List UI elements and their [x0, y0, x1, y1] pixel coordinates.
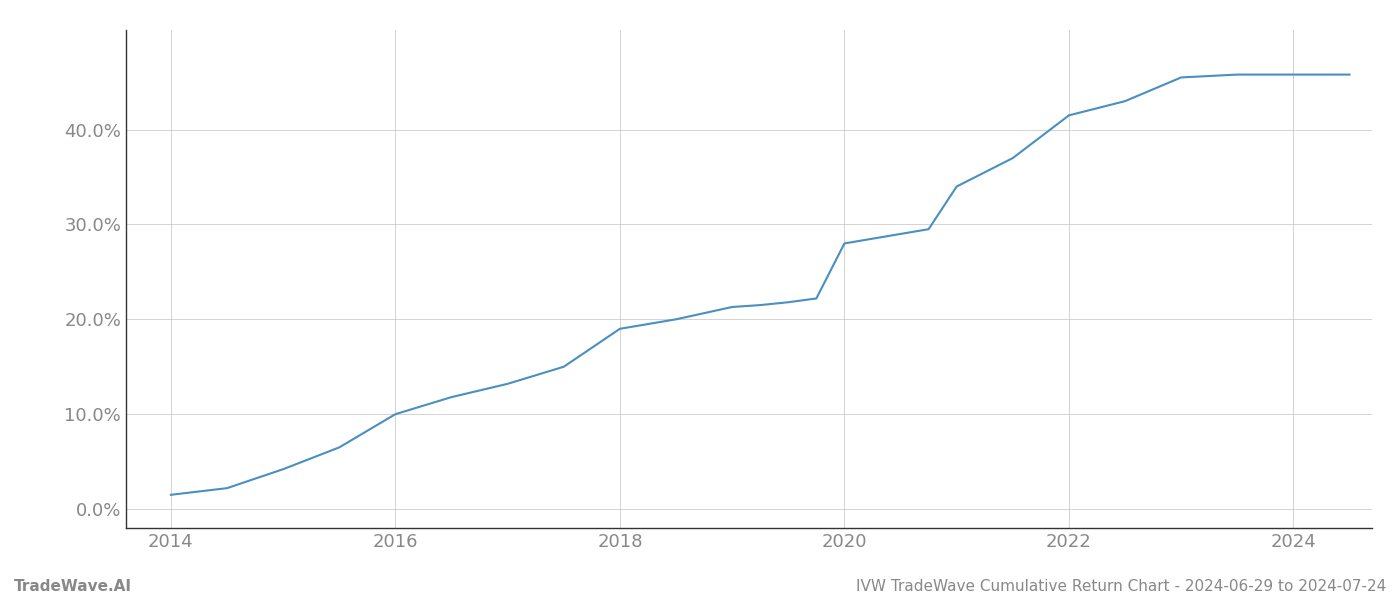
- Text: IVW TradeWave Cumulative Return Chart - 2024-06-29 to 2024-07-24: IVW TradeWave Cumulative Return Chart - …: [855, 579, 1386, 594]
- Text: TradeWave.AI: TradeWave.AI: [14, 579, 132, 594]
